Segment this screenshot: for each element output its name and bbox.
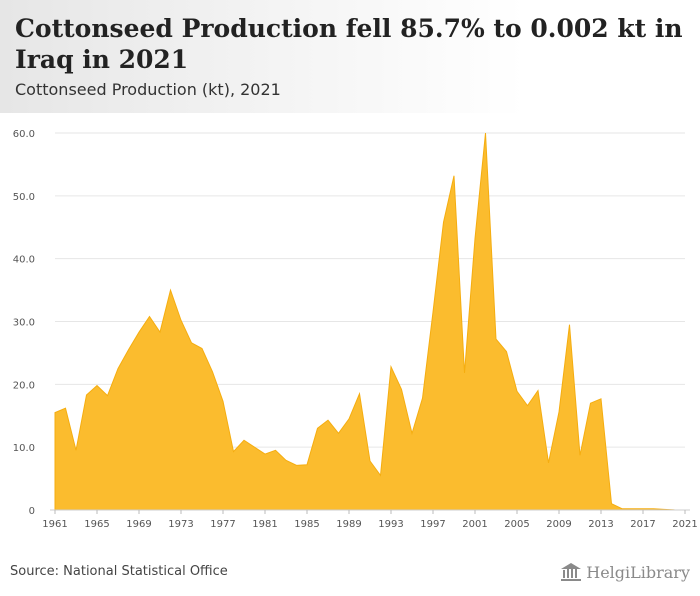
data-point [180,319,183,322]
data-point [201,347,204,350]
data-point [579,454,582,457]
data-point [264,453,267,456]
data-point [337,432,340,435]
data-point [390,365,393,368]
data-point [327,419,330,422]
data-point [474,237,477,240]
area-chart: 010.020.030.040.050.060.0 1961 1965 1969 19… [13,129,698,530]
x-tick-label: 1981 [252,519,277,530]
data-point [222,400,225,403]
data-point [516,390,519,393]
page-title: Cottonseed Production fell 85.7% to 0.00… [15,14,683,74]
data-point [148,315,151,318]
data-point [348,417,351,420]
x-tick-label: 2005 [504,519,529,530]
data-point [453,174,456,177]
y-tick-label: 30.0 [13,318,35,329]
data-point [316,427,319,430]
y-tick-label: 10.0 [13,443,35,454]
logo-text: HelgiLibrary [586,562,690,582]
area-series-fill [54,132,686,511]
y-tick-label: 0 [29,506,35,517]
x-tick-label: 2009 [546,519,571,530]
x-tick-label: 1961 [42,519,67,530]
data-point [484,132,487,135]
x-tick-label: 2001 [462,519,487,530]
data-point [106,394,109,397]
y-tick-label: 40.0 [13,255,35,266]
x-tick-label: 1989 [336,519,361,530]
data-point [537,389,540,392]
data-point [526,404,529,407]
data-point [558,410,561,413]
helgi-library-logo[interactable]: HelgiLibrary [560,560,690,584]
data-point [243,439,246,442]
source-note: Source: National Statistical Office [10,564,228,579]
x-tick-label: 1973 [168,519,193,530]
x-tick-label: 2017 [630,519,655,530]
data-point [568,323,571,326]
footer: Source: National Statistical Office Helg… [0,548,700,596]
data-point [369,459,372,462]
page-subtitle: Cottonseed Production (kt), 2021 [15,80,281,99]
data-point [306,463,309,466]
data-point [285,459,288,462]
y-tick-label: 50.0 [13,192,35,203]
data-point [379,474,382,477]
x-tick-label: 1997 [420,519,445,530]
data-point [547,461,550,464]
data-point [75,449,78,452]
x-tick-label: 1965 [84,519,109,530]
y-axis-tick-labels: 0 10.0 20.0 30.0 40.0 50.0 60.0 [13,129,35,517]
x-tick-label: 1985 [294,519,319,530]
data-point [64,407,67,410]
data-point [358,392,361,395]
data-point [211,370,214,373]
x-tick-label: 2013 [588,519,613,530]
y-tick-label: 60.0 [13,129,35,140]
data-point [295,464,298,467]
data-point [400,388,403,391]
x-tick-label: 1977 [210,519,235,530]
data-point [411,432,414,435]
header-banner: Cottonseed Production fell 85.7% to 0.00… [0,0,700,113]
data-point [589,402,592,405]
data-point [442,221,445,224]
data-point [190,341,193,344]
data-point [463,372,466,375]
data-point [85,394,88,397]
x-tick-label: 1969 [126,519,151,530]
data-point [96,384,99,387]
data-point [432,311,435,314]
data-point [159,331,162,334]
data-point [138,331,141,334]
library-building-icon [561,563,582,581]
data-point [274,449,277,452]
data-point [610,502,613,505]
x-axis-tick-labels: 1961 1965 1969 1973 1977 1981 1985 1989 1993 1997… [42,510,698,530]
data-point [421,397,424,400]
data-point [169,289,172,292]
data-point [232,450,235,453]
data-point [495,338,498,341]
x-tick-label: 1993 [378,519,403,530]
data-point [505,350,508,353]
y-tick-label: 20.0 [13,380,35,391]
data-point [253,446,256,449]
data-point [117,367,120,370]
data-series [54,132,686,511]
data-point [600,397,603,400]
x-tick-label: 2021 [672,519,697,530]
data-point [54,411,57,414]
data-point [127,348,130,351]
